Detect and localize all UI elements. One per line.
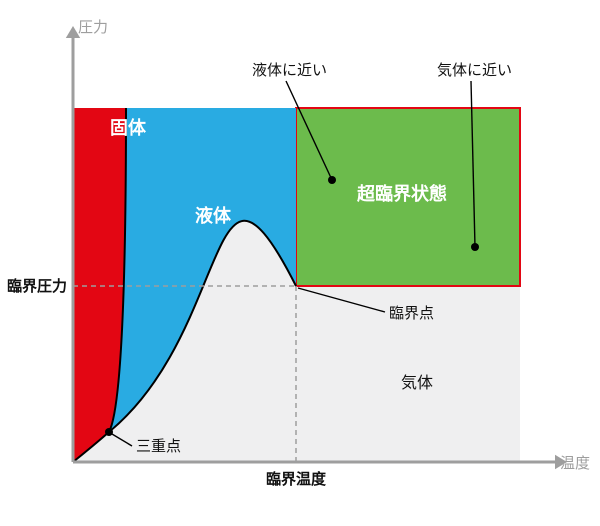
callout-near-gas: 気体に近い	[437, 62, 512, 79]
callout-critical-point: 臨界点	[389, 305, 434, 322]
label-critical-pressure: 臨界圧力	[7, 277, 67, 295]
triple-point-marker	[105, 428, 113, 436]
callout-near-liquid: 液体に近い	[252, 62, 327, 79]
label-critical-temperature: 臨界温度	[266, 470, 327, 488]
y-axis-title: 圧力	[78, 19, 108, 36]
x-axis-title: 温度	[560, 455, 590, 472]
callout-triple-point: 三重点	[136, 438, 181, 455]
label-supercritical: 超臨界状態	[357, 183, 447, 204]
label-liquid: 液体	[195, 205, 232, 226]
dot-near-liquid	[328, 176, 336, 184]
label-gas: 気体	[401, 374, 433, 392]
phase-diagram: 圧力温度 固体液体 超臨界状態気体 臨界圧力臨界温度 液体に近い 気体に近い臨界点三重点	[0, 0, 600, 526]
label-solid: 固体	[110, 117, 147, 138]
dot-near-gas	[471, 243, 479, 251]
